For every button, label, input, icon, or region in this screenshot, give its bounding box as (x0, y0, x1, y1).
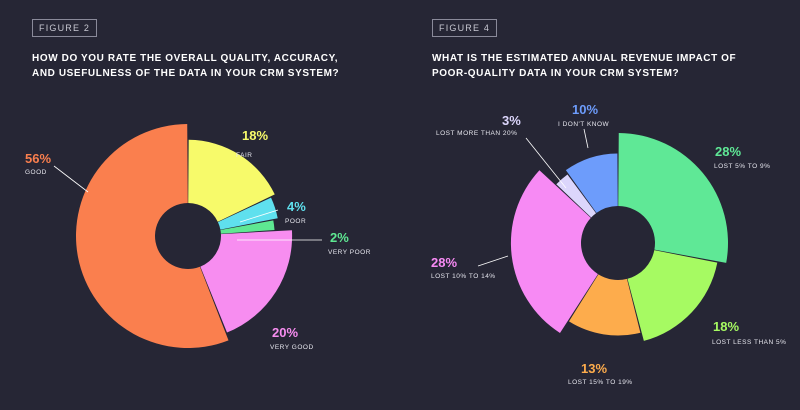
category-label-fair: FAIR (236, 152, 252, 159)
slice-lost-5-to-9 (618, 133, 728, 263)
donut-chart-quality: 18% FAIR 4% POOR 2% VERY POOR 20% VERY GOOD 56% G… (0, 0, 400, 410)
figure-4-panel: FIGURE 4 WHAT IS THE ESTIMATED ANNUAL RE… (400, 0, 800, 410)
data-label-fair: 18% (242, 128, 268, 143)
donut-chart-revenue: 28% LOST 5% TO 9% 18% LOST LESS THAN 5% 13% L… (400, 0, 800, 410)
data-label-lost-10-to-14: 28% (431, 255, 457, 270)
category-label-lost-5-to-9: LOST 5% TO 9% (714, 163, 770, 170)
data-label-very-poor: 2% (330, 230, 349, 245)
category-label-lost-more-than-20: LOST MORE THAN 20% (436, 130, 517, 137)
category-label-good: GOOD (25, 169, 47, 176)
category-label-lost-15-to-19: LOST 15% TO 19% (568, 379, 633, 386)
category-label-i-don-t-know: I DON'T KNOW (558, 121, 610, 128)
category-label-lost-10-to-14: LOST 10% TO 14% (431, 273, 496, 280)
category-label-lost-less-than-5: LOST LESS THAN 5% (712, 339, 786, 346)
data-label-lost-15-to-19: 13% (581, 361, 607, 376)
data-label-very-good: 20% (272, 325, 298, 340)
data-label-lost-less-than-5: 18% (713, 319, 739, 334)
data-label-lost-more-than-20: 3% (502, 113, 521, 128)
leader-line-good (54, 166, 88, 192)
category-label-very-good: VERY GOOD (270, 344, 314, 351)
category-label-poor: POOR (285, 218, 306, 225)
leader-line-lost-10-to-14 (478, 256, 508, 266)
data-label-poor: 4% (287, 199, 306, 214)
figure-2-panel: FIGURE 2 HOW DO YOU RATE THE OVERALL QUA… (0, 0, 400, 410)
data-label-lost-5-to-9: 28% (715, 144, 741, 159)
data-label-i-don-t-know: 10% (572, 102, 598, 117)
category-label-very-poor: VERY POOR (328, 249, 371, 256)
slice-lost-less-than-5 (627, 250, 717, 341)
leader-line-i-don-t-know (584, 129, 588, 148)
data-label-good: 56% (25, 151, 51, 166)
